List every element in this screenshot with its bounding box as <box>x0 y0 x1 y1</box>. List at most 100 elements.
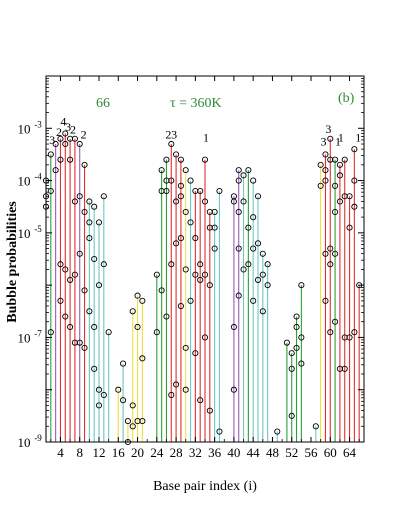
annotation-length: 66 <box>96 96 110 111</box>
data-point-34-3 <box>201 334 209 341</box>
data-point-12-2 <box>95 386 103 393</box>
count-label-6: 2 <box>165 128 171 142</box>
data-point-16-0 <box>115 386 122 393</box>
data-point-13-2 <box>100 391 107 398</box>
data-point-33-2 <box>197 276 204 283</box>
data-point-8-1 <box>76 193 83 200</box>
data-point-33-0 <box>197 187 204 195</box>
data-point-21-2 <box>139 418 146 425</box>
x-tick-label-40: 40 <box>227 445 240 460</box>
count-label-11: 1 <box>335 135 341 149</box>
data-point-17-1 <box>120 397 127 404</box>
x-axis-ticks: 4 8 12 16 20 24 28 32 36 40 44 48 52 56 60 64 <box>50 76 360 460</box>
data-point-60-2 <box>327 245 334 252</box>
x-axis-title: Base pair index (i) <box>153 479 257 494</box>
data-point-25-2 <box>158 287 165 294</box>
data-point-65-3 <box>351 329 358 336</box>
data-point-8-3 <box>76 339 83 346</box>
data-point-60-3 <box>327 261 334 268</box>
data-point-32-2 <box>192 271 199 278</box>
data-point-4-3 <box>57 297 64 304</box>
data-point-47-0 <box>264 261 271 268</box>
count-label-7: 3 <box>171 128 177 142</box>
data-point-12-1 <box>95 282 103 289</box>
data-point-11-3 <box>91 365 98 372</box>
x-tick-label-12: 12 <box>93 445 106 460</box>
x-tick-label-56: 56 <box>305 445 319 460</box>
y-tick-exponent: -3 <box>34 119 42 129</box>
data-point-59-2 <box>322 177 329 184</box>
data-point-29-1 <box>177 182 184 189</box>
data-point-61-4 <box>332 318 339 325</box>
data-point-43-0 <box>245 167 252 174</box>
data-point-63-3 <box>341 365 348 372</box>
x-tick-label-64: 64 <box>343 445 357 460</box>
data-point-45-0 <box>254 193 262 200</box>
data-point-45-2 <box>254 276 262 283</box>
y-tick-label: 10 <box>18 174 31 189</box>
data-point-2-0 <box>47 151 54 158</box>
data-point-3-0 <box>52 140 59 148</box>
data-point-46-2 <box>259 308 266 315</box>
data-point-36-0 <box>211 208 218 215</box>
count-label-13: 1 <box>355 130 361 144</box>
data-point-57-0 <box>312 423 319 430</box>
data-point-32-3 <box>192 350 199 357</box>
data-point-13-1 <box>100 261 107 268</box>
data-point-62-0 <box>336 161 343 168</box>
data-point-9-3 <box>81 344 88 351</box>
x-tick-label-20: 20 <box>131 445 144 460</box>
data-point-8-2 <box>76 250 83 257</box>
data-point-61-1 <box>332 182 339 189</box>
data-point-37-0 <box>216 187 223 195</box>
data-point-11-1 <box>91 255 98 263</box>
x-tick-label-36: 36 <box>208 445 222 460</box>
data-point-5-0 <box>62 130 69 137</box>
data-point-60-4 <box>327 329 334 336</box>
data-point-11-0 <box>91 203 98 210</box>
data-point-58-1 <box>317 182 324 189</box>
x-tick-label-8: 8 <box>76 445 83 460</box>
count-label-3: 3 <box>65 120 71 134</box>
data-point-19-0 <box>129 308 136 315</box>
data-point-28-0 <box>173 151 180 158</box>
data-point-29-3 <box>177 235 184 242</box>
data-point-41-0 <box>235 167 242 174</box>
data-point-6-3 <box>67 323 74 331</box>
y-axis-ticks: 10 -910 -710 -510 -410 -3 <box>18 75 364 450</box>
x-tick-label-28: 28 <box>170 445 183 460</box>
data-point-29-0 <box>177 156 184 163</box>
data-point-10-2 <box>86 235 93 242</box>
data-point-51-0 <box>283 339 290 346</box>
data-point-4-1 <box>57 156 64 163</box>
data-point-44-3 <box>250 297 257 304</box>
data-point-9-1 <box>81 208 88 215</box>
data-point-31-0 <box>187 177 194 184</box>
data-point-27-0 <box>168 140 175 148</box>
data-point-8-0 <box>76 140 83 148</box>
data-point-44-2 <box>250 245 257 252</box>
data-point-10-0 <box>86 198 93 205</box>
data-point-4-2 <box>57 261 64 268</box>
data-point-59-1 <box>322 167 329 174</box>
data-point-64-0 <box>346 193 353 200</box>
y-axis-title: Bubble probabilities <box>5 201 20 323</box>
data-point-63-0 <box>341 156 348 163</box>
x-tick-label-4: 4 <box>57 445 64 460</box>
data-point-46-0 <box>259 250 266 257</box>
count-label-4: 2 <box>70 123 76 137</box>
data-point-40-1 <box>230 198 237 205</box>
y-tick-exponent: -5 <box>34 224 42 234</box>
data-point-5-3 <box>62 313 69 320</box>
data-point-9-0 <box>81 161 88 168</box>
data-point-27-1 <box>168 177 175 184</box>
data-point-58-0 <box>317 161 324 168</box>
data-point-34-0 <box>201 156 209 163</box>
data-point-21-0 <box>139 297 146 304</box>
data-point-30-3 <box>182 344 189 351</box>
data-point-28-2 <box>173 240 180 247</box>
data-point-42-1 <box>240 198 247 205</box>
count-label-0: 3 <box>49 133 55 147</box>
x-tick-label-60: 60 <box>324 445 337 460</box>
data-point-5-1 <box>62 140 69 148</box>
